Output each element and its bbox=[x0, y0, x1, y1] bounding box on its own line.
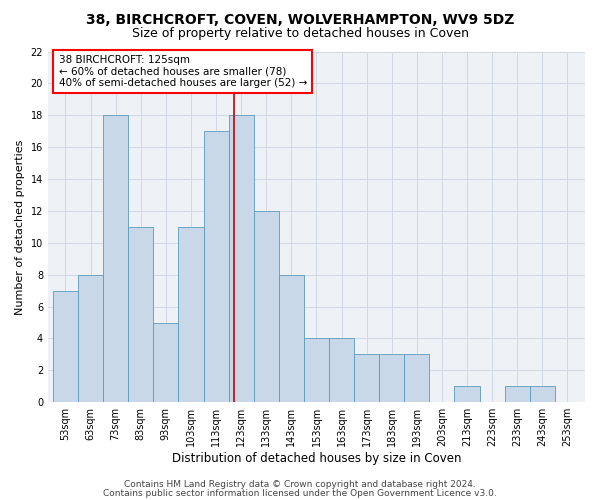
Text: 38 BIRCHCROFT: 125sqm
← 60% of detached houses are smaller (78)
40% of semi-deta: 38 BIRCHCROFT: 125sqm ← 60% of detached … bbox=[59, 55, 307, 88]
X-axis label: Distribution of detached houses by size in Coven: Distribution of detached houses by size … bbox=[172, 452, 461, 465]
Bar bbox=[304, 338, 329, 402]
Bar bbox=[128, 227, 154, 402]
Text: Contains public sector information licensed under the Open Government Licence v3: Contains public sector information licen… bbox=[103, 488, 497, 498]
Bar bbox=[78, 274, 103, 402]
Text: Contains HM Land Registry data © Crown copyright and database right 2024.: Contains HM Land Registry data © Crown c… bbox=[124, 480, 476, 489]
Y-axis label: Number of detached properties: Number of detached properties bbox=[15, 139, 25, 314]
Bar bbox=[505, 386, 530, 402]
Bar bbox=[354, 354, 379, 402]
Bar bbox=[379, 354, 404, 402]
Bar bbox=[53, 290, 78, 402]
Bar bbox=[203, 131, 229, 402]
Bar bbox=[178, 227, 203, 402]
Bar bbox=[530, 386, 555, 402]
Bar bbox=[329, 338, 354, 402]
Bar bbox=[103, 116, 128, 402]
Bar bbox=[154, 322, 178, 402]
Text: Size of property relative to detached houses in Coven: Size of property relative to detached ho… bbox=[131, 28, 469, 40]
Bar bbox=[229, 116, 254, 402]
Bar bbox=[254, 211, 279, 402]
Bar bbox=[279, 274, 304, 402]
Bar bbox=[404, 354, 430, 402]
Bar bbox=[454, 386, 479, 402]
Text: 38, BIRCHCROFT, COVEN, WOLVERHAMPTON, WV9 5DZ: 38, BIRCHCROFT, COVEN, WOLVERHAMPTON, WV… bbox=[86, 12, 514, 26]
